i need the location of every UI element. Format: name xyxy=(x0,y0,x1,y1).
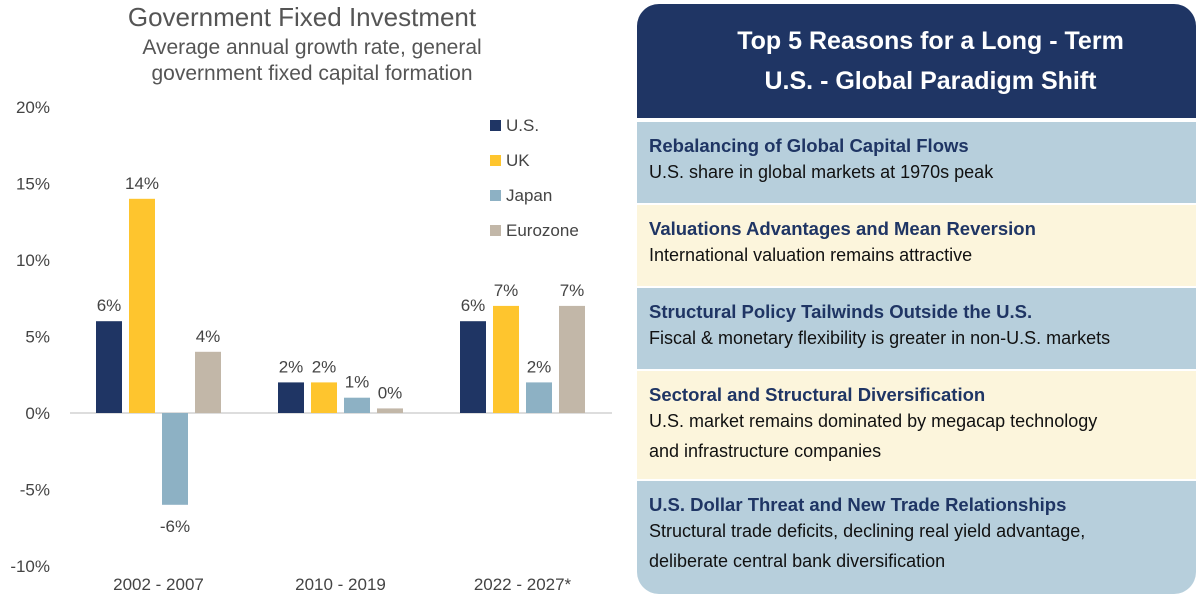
y-tick-label: -5% xyxy=(20,481,50,500)
reason-title: Sectoral and Structural Diversification xyxy=(649,384,986,405)
x-axis: 2002 - 2007 2010 - 2019 2022 - 2027* xyxy=(113,575,571,594)
bar xyxy=(377,408,403,413)
bar xyxy=(460,321,486,413)
x-category-label: 2010 - 2019 xyxy=(295,575,386,594)
y-tick-label: -10% xyxy=(10,557,50,576)
reason-5: U.S. Dollar Threat and New Trade Relatio… xyxy=(637,481,1196,594)
reason-description: U.S. market remains dominated by megacap… xyxy=(649,411,1098,431)
reason-description: International valuation remains attracti… xyxy=(649,245,973,265)
reasons-panel: Top 5 Reasons for a Long - Term U.S. - G… xyxy=(637,4,1196,594)
bar xyxy=(344,397,370,413)
x-category-label: 2002 - 2007 xyxy=(113,575,204,594)
panel-header: Top 5 Reasons for a Long - Term U.S. - G… xyxy=(637,4,1196,118)
legend-label: UK xyxy=(506,151,530,170)
bar-data-label: 2% xyxy=(312,357,337,376)
bar-data-label: 6% xyxy=(461,296,486,315)
y-tick-label: 15% xyxy=(16,175,50,194)
bar xyxy=(195,351,221,413)
bar-data-label: -6% xyxy=(160,517,190,536)
bar xyxy=(526,382,552,413)
legend-swatch xyxy=(490,155,501,166)
reason-description: Structural trade deficits, declining rea… xyxy=(649,521,1086,541)
bar xyxy=(311,382,337,413)
panel-title-line-2: U.S. - Global Paradigm Shift xyxy=(764,67,1097,95)
legend-label: Japan xyxy=(506,186,552,205)
bar xyxy=(162,413,188,505)
legend-label: U.S. xyxy=(506,116,539,135)
bar-data-label: 1% xyxy=(345,373,370,392)
bar-data-label: 14% xyxy=(125,174,159,193)
reason-3: Structural Policy Tailwinds Outside the … xyxy=(637,288,1196,369)
chart-subtitle-line-1: Average annual growth rate, general xyxy=(142,36,481,59)
reason-description-line-2: deliberate central bank diversification xyxy=(649,551,946,571)
legend-label: Eurozone xyxy=(506,221,579,240)
legend-swatch xyxy=(490,225,501,236)
bar xyxy=(129,198,155,413)
reason-1: Rebalancing of Global Capital Flows U.S.… xyxy=(637,122,1196,203)
bar-data-label: 2% xyxy=(527,357,552,376)
legend-swatch xyxy=(490,190,501,201)
y-axis: 20% 15% 10% 5% 0% -5% -10% xyxy=(10,98,50,576)
legend: U.S. UK Japan Eurozone xyxy=(490,116,579,240)
panel-title-line-1: Top 5 Reasons for a Long - Term xyxy=(737,27,1124,55)
y-tick-label: 5% xyxy=(25,328,50,347)
bar xyxy=(493,305,519,413)
chart-subtitle-line-2: government fixed capital formation xyxy=(152,62,473,85)
reason-title: U.S. Dollar Threat and New Trade Relatio… xyxy=(649,494,1067,515)
bar-chart: Government Fixed Investment Average annu… xyxy=(10,2,612,594)
reason-4: Sectoral and Structural Diversification … xyxy=(637,371,1196,479)
reason-2: Valuations Advantages and Mean Reversion… xyxy=(637,205,1196,286)
bar-data-label: 6% xyxy=(97,296,122,315)
bar-data-label: 2% xyxy=(279,357,304,376)
y-tick-label: 10% xyxy=(16,251,50,270)
reason-title: Valuations Advantages and Mean Reversion xyxy=(649,218,1036,239)
x-category-label: 2022 - 2027* xyxy=(474,575,572,594)
reason-description-line-2: and infrastructure companies xyxy=(649,441,882,461)
bar xyxy=(96,321,122,413)
bar-data-label: 0% xyxy=(378,383,403,402)
y-tick-label: 0% xyxy=(25,404,50,423)
legend-swatch xyxy=(490,120,501,131)
reason-title: Rebalancing of Global Capital Flows xyxy=(649,135,969,156)
reason-title: Structural Policy Tailwinds Outside the … xyxy=(649,301,1033,322)
reason-description: U.S. share in global markets at 1970s pe… xyxy=(649,162,994,182)
chart-title: Government Fixed Investment xyxy=(128,2,477,32)
bar-data-label: 7% xyxy=(494,281,519,300)
bar-group: 6% 14% -6% 4% 2% 2% 1% 0% 6% 7% 2% 7% xyxy=(96,174,585,536)
bar-data-label: 4% xyxy=(196,327,221,346)
reason-description: Fiscal & monetary flexibility is greater… xyxy=(649,328,1111,348)
bar xyxy=(559,305,585,413)
bar xyxy=(278,382,304,413)
y-tick-label: 20% xyxy=(16,98,50,117)
bar-data-label: 7% xyxy=(560,281,585,300)
